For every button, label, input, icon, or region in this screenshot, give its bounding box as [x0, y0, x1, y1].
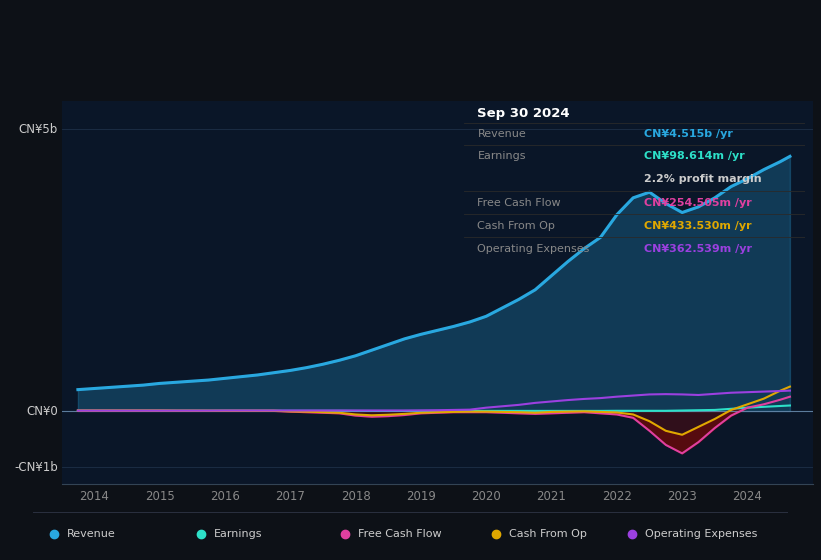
Text: CN¥254.505m /yr: CN¥254.505m /yr: [644, 198, 752, 208]
Text: Revenue: Revenue: [67, 529, 116, 539]
Text: CN¥4.515b /yr: CN¥4.515b /yr: [644, 129, 733, 139]
Text: 2.2% profit margin: 2.2% profit margin: [644, 175, 762, 184]
Text: Operating Expenses: Operating Expenses: [478, 244, 589, 254]
Text: Free Cash Flow: Free Cash Flow: [478, 198, 561, 208]
Text: CN¥98.614m /yr: CN¥98.614m /yr: [644, 151, 745, 161]
Text: -CN¥1b: -CN¥1b: [14, 461, 57, 474]
Text: Cash From Op: Cash From Op: [509, 529, 586, 539]
Text: Cash From Op: Cash From Op: [478, 221, 555, 231]
Text: Earnings: Earnings: [214, 529, 263, 539]
Text: CN¥433.530m /yr: CN¥433.530m /yr: [644, 221, 752, 231]
Text: Operating Expenses: Operating Expenses: [644, 529, 757, 539]
Text: CN¥5b: CN¥5b: [19, 123, 57, 136]
Text: CN¥362.539m /yr: CN¥362.539m /yr: [644, 244, 752, 254]
Text: Revenue: Revenue: [478, 129, 526, 139]
Text: CN¥0: CN¥0: [26, 404, 57, 418]
Text: Free Cash Flow: Free Cash Flow: [358, 529, 441, 539]
Text: Sep 30 2024: Sep 30 2024: [478, 107, 570, 120]
Text: Earnings: Earnings: [478, 151, 526, 161]
